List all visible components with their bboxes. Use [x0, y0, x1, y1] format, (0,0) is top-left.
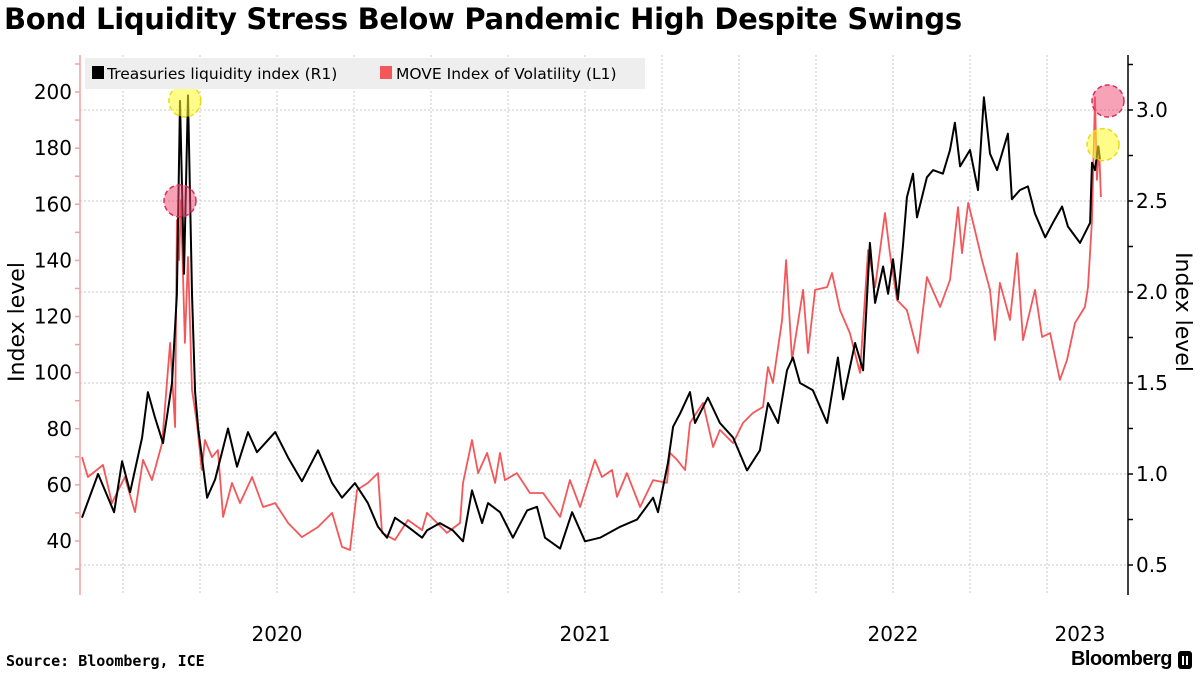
series-lines	[81, 94, 1102, 551]
right-axis-title: Index level	[1170, 252, 1195, 372]
series-line-liquidity	[81, 94, 1101, 550]
right-axis-tick-label: 1.5	[1136, 371, 1168, 395]
brand-name: Bloomberg	[1070, 648, 1173, 670]
axes: 40 60 80 100 120 140 160 180 200 0.5 1.0 1.5 2.0 2.5 3…	[34, 55, 1168, 646]
legend-label-move: MOVE Index of Volatility (L1)	[396, 65, 617, 83]
highlight-circle-yellow	[1086, 127, 1120, 162]
legend-background	[85, 58, 645, 89]
left-axis-title: Index level	[5, 262, 30, 382]
left-axis-tick-label: 120	[34, 305, 72, 329]
highlight-circle-yellow	[168, 84, 202, 118]
highlight-circle-red	[1091, 84, 1125, 118]
left-axis-tick-label: 140	[34, 248, 72, 272]
x-axis-tick-label: 2021	[560, 622, 611, 646]
legend-swatch-liquidity	[92, 66, 104, 79]
left-axis-tick-label: 80	[47, 417, 72, 441]
source-note: Source: Bloomberg, ICE	[6, 652, 205, 670]
gridlines	[80, 55, 1128, 595]
right-axis-tick-label: 3.0	[1136, 98, 1168, 122]
chart-title: Bond Liquidity Stress Below Pandemic Hig…	[4, 2, 962, 36]
right-axis-tick-label: 2.0	[1136, 280, 1168, 304]
left-axis-tick-label: 40	[47, 529, 72, 553]
x-axis-tick-label: 2022	[868, 622, 919, 646]
x-axis-tick-label: 2023	[1055, 622, 1106, 646]
right-axis-tick-label: 0.5	[1136, 553, 1168, 577]
bloomberg-terminal-icon	[1178, 650, 1192, 669]
highlight-circle-red	[163, 184, 197, 218]
annotations	[163, 84, 1125, 218]
left-axis-tick-label: 100	[34, 361, 72, 385]
right-axis-tick-label: 2.5	[1136, 189, 1168, 213]
legend: Treasuries liquidity index (R1) MOVE Ind…	[85, 58, 645, 89]
right-axis-tick-label: 1.0	[1136, 462, 1168, 486]
series-line-move	[81, 96, 1102, 551]
legend-swatch-move	[380, 66, 392, 79]
x-axis-tick-label: 2020	[252, 622, 303, 646]
left-axis-tick-label: 200	[34, 80, 72, 104]
bloomberg-logo: Bloomberg	[1071, 648, 1192, 671]
left-axis-tick-label: 60	[47, 473, 72, 497]
left-axis-tick-label: 160	[34, 192, 72, 216]
legend-label-liquidity: Treasuries liquidity index (R1)	[106, 65, 337, 83]
left-axis-tick-label: 180	[34, 136, 72, 160]
